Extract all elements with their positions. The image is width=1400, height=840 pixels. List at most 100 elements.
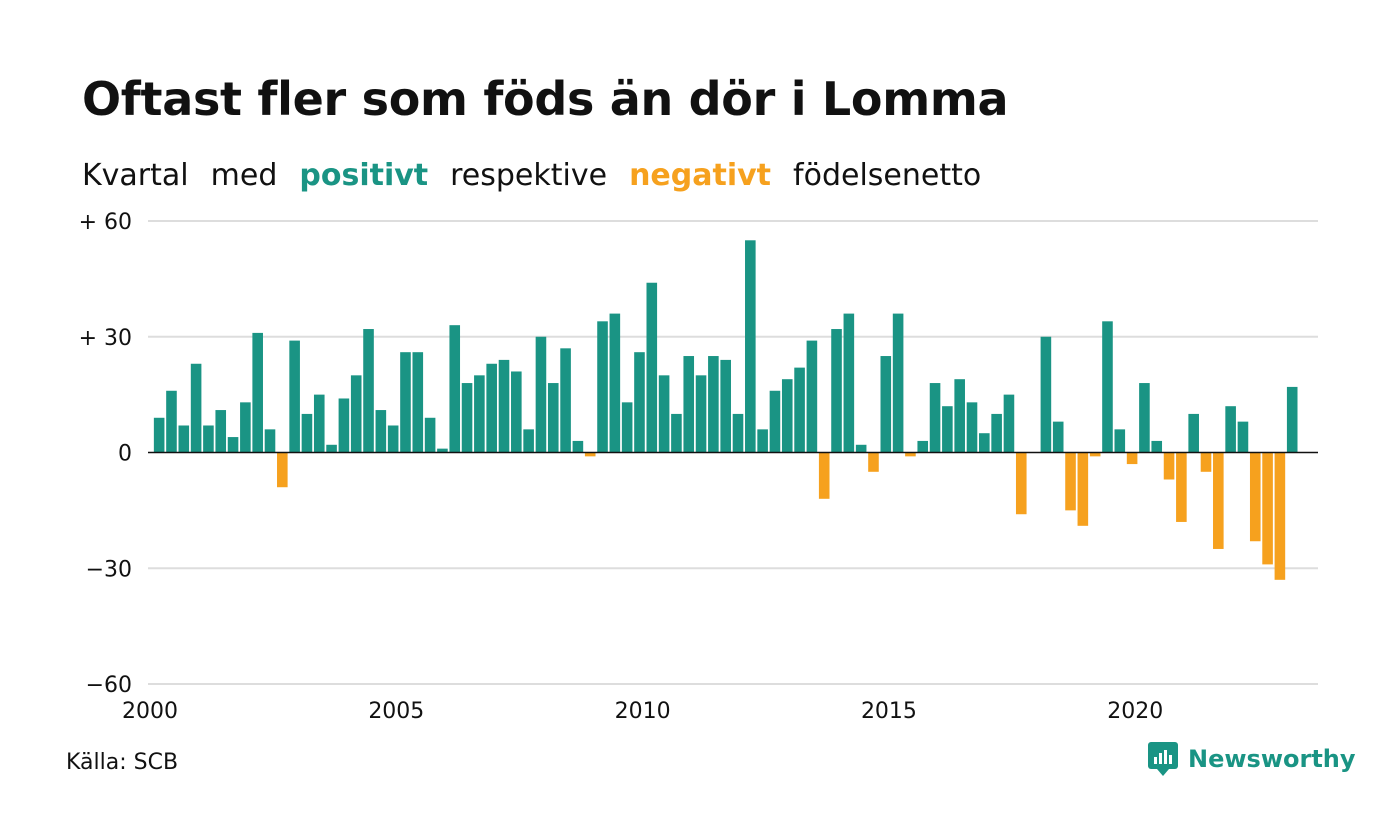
bar-positive [621,402,633,453]
bar-positive [227,437,239,453]
bar-positive [646,282,658,453]
bar-positive [301,413,313,453]
bar-positive [375,410,387,453]
bar-positive [264,429,276,453]
bar-positive [855,444,867,453]
bar-positive [424,417,436,453]
bar-positive [1040,336,1052,453]
bar-positive [708,356,719,453]
y-tick-label: −60 [86,673,132,698]
y-tick-label: + 60 [79,210,132,235]
bar-negative [1065,452,1076,511]
subtitle-text: födelsenetto [793,158,982,193]
y-tick-label: −30 [86,557,132,582]
chart-subtitle: Kvartal med positivt respektive negativt föde… [82,158,1003,193]
bar-negative [818,452,830,499]
brand-name: Newsworthy [1188,745,1356,773]
y-tick-label: 0 [118,442,132,467]
bar-positive [474,375,485,453]
bar-negative [1274,452,1286,580]
bar-negative [1015,452,1027,515]
bar-positive [671,413,682,453]
bar-positive [1003,394,1015,453]
bar-positive [338,398,350,453]
bar-positive [412,352,424,453]
bar-positive [942,406,953,453]
bar-positive [535,336,547,453]
bar-positive [523,429,534,453]
bar-negative [1163,452,1175,480]
bar-positive [880,356,892,453]
bar-negative [1077,452,1089,526]
bar-negative [1262,452,1273,565]
bar-positive [1052,421,1064,453]
bar-positive [1151,440,1163,453]
bar-positive [153,417,165,453]
x-tick-label: 2005 [368,699,424,724]
bar-positive [350,375,362,453]
bar-positive [806,340,818,453]
bar-positive [781,379,793,453]
bar-positive [313,394,325,453]
bar-negative [1089,452,1101,457]
bar-positive [240,402,251,453]
x-tick-label: 2010 [615,699,671,724]
bar-positive [289,340,300,453]
bar-positive [917,440,929,453]
bar-negative [1200,452,1212,472]
bar-negative [905,452,916,457]
bar-positive [486,363,497,453]
y-tick-label: + 30 [79,326,132,351]
source-credit: Källa: SCB [66,750,179,775]
bar-positive [831,329,842,453]
bar-positive [1188,413,1199,453]
bar-negative [1126,452,1138,465]
bar-positive [966,402,978,453]
bar-positive [929,383,941,453]
bar-positive [400,352,411,453]
bar-positive [215,410,227,453]
bar-negative [868,452,879,472]
bar-positive [498,359,510,453]
bar-positive [560,348,571,453]
bar-positive [843,313,855,453]
bar-positive [178,425,190,453]
bar-negative [584,452,596,457]
subtitle-negative-label: negativt [629,158,772,193]
subtitle-positive-label: positivt [299,158,429,193]
bar-positive [326,444,337,453]
bar-positive [203,425,214,453]
bar-negative [277,452,288,488]
x-tick-label: 2020 [1107,699,1163,724]
bar-positive [1237,421,1249,453]
x-tick-label: 2015 [861,699,917,724]
bar-positive [658,375,670,453]
bar-positive [892,313,904,453]
x-tick-label: 2000 [122,699,178,724]
bar-negative [1176,452,1187,522]
bar-positive [190,363,202,453]
bar-positive [166,390,177,453]
bar-negative [1249,452,1261,542]
bar-positive [745,240,756,453]
bar-positive [1139,383,1150,453]
subtitle-text: respektive [450,158,608,193]
bar-positive [1114,429,1126,453]
bar-positive [1225,406,1236,453]
bar-positive [449,325,461,453]
subtitle-text: med [210,158,278,193]
bar-positive [1102,321,1113,453]
bar-positive [769,390,781,453]
bar-positive [597,321,608,453]
bar-positive [609,313,621,453]
bar-positive [991,413,1002,453]
bar-positive [1286,386,1298,453]
bar-positive [387,425,399,453]
bar-negative [1213,452,1224,549]
bar-positive [683,356,695,453]
brand-logo: Newsworthy [1148,742,1356,776]
bar-positive [634,352,645,453]
bar-positive [732,413,744,453]
bar-positive [363,329,374,453]
